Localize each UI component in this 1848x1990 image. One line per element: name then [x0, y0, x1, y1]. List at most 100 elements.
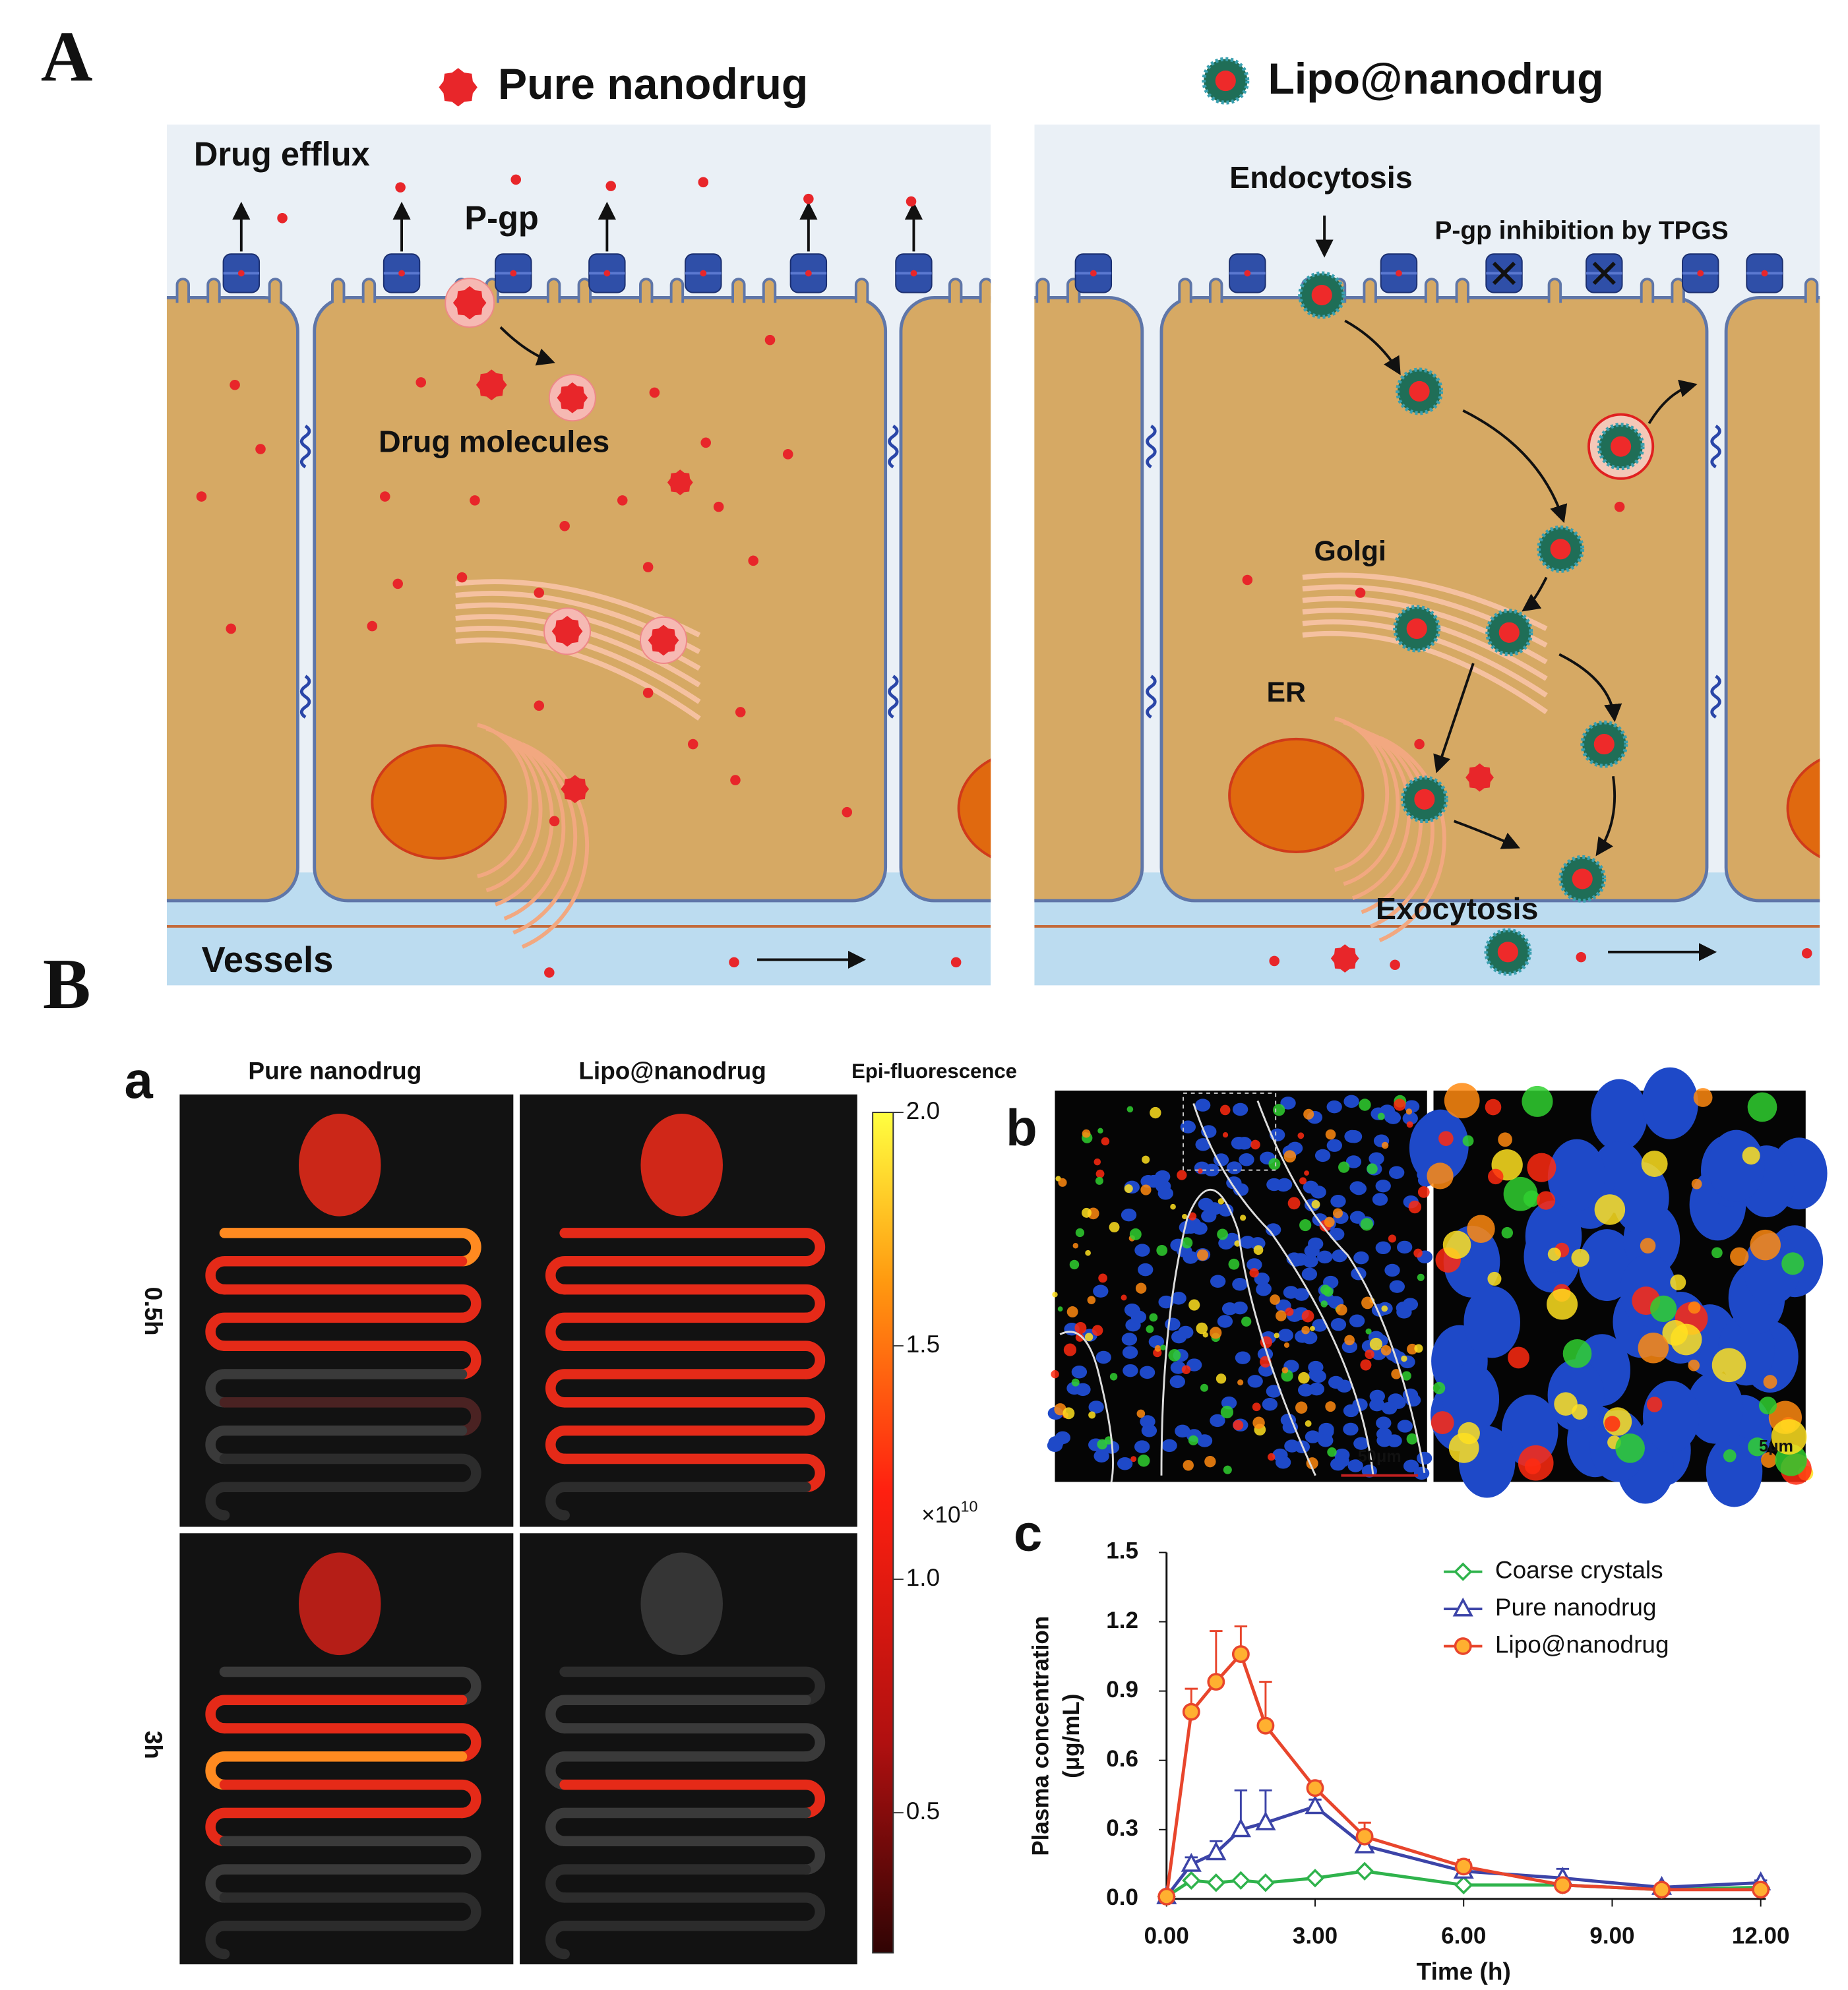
cell-nucleus — [1266, 1178, 1282, 1191]
drug-molecule — [1414, 739, 1425, 750]
y-tick-label: 1.5 — [1106, 1538, 1138, 1564]
cell-nucleus — [1706, 1435, 1763, 1507]
drug-molecule — [764, 334, 776, 346]
fluorescent-signal — [1432, 1381, 1446, 1395]
cell-nucleus — [1305, 1430, 1321, 1443]
colorbar-tick-label: 2.0 — [906, 1097, 940, 1124]
fluorescent-signal — [1136, 1409, 1146, 1418]
drug-molecule — [617, 495, 628, 506]
cell-nucleus — [1123, 1364, 1138, 1377]
cell-nucleus — [1349, 1314, 1365, 1328]
annotation: Vessels — [201, 940, 333, 980]
fluorescent-signal — [1401, 1355, 1407, 1362]
fluorescent-signal — [1301, 1310, 1314, 1323]
fluorescent-signal — [1253, 1245, 1264, 1255]
fluorescent-signal — [1758, 1397, 1777, 1415]
microvillus — [146, 279, 158, 303]
cell-nucleus — [1442, 1363, 1500, 1435]
fluorescent-signal — [1572, 1404, 1587, 1420]
fluorescent-signal — [1487, 1271, 1502, 1286]
legend-marker — [1452, 1597, 1473, 1617]
fluorescent-signal — [1223, 1465, 1232, 1474]
cell-nucleus — [1642, 1067, 1698, 1139]
fluorescent-signal — [1750, 1229, 1781, 1261]
annotation: P-gp inhibition by TPGS — [1434, 216, 1728, 245]
fluorescent-signal — [1109, 1222, 1120, 1233]
intestine-segment — [219, 1836, 481, 1875]
nucleus — [1228, 737, 1365, 853]
cell-nucleus — [1303, 1255, 1318, 1268]
cell-nucleus — [1217, 1315, 1233, 1328]
fluorescent-signal — [1442, 1230, 1471, 1259]
cell-nucleus — [1309, 1368, 1324, 1381]
cell-nucleus — [1317, 1250, 1333, 1264]
cell-nucleus — [1138, 1263, 1154, 1277]
x-tick-label: 6.00 — [1441, 1923, 1486, 1948]
cell-nucleus — [1293, 1288, 1310, 1301]
cell-nucleus — [1547, 1359, 1605, 1432]
cell-nucleus — [1088, 1401, 1104, 1414]
cell — [899, 296, 991, 903]
intestine-segment — [205, 1369, 468, 1408]
cell-nucleus — [1346, 1130, 1363, 1143]
fluorescent-signal — [1295, 1401, 1308, 1414]
legend-label: Pure nanodrug — [1495, 1594, 1657, 1621]
cell-nucleus — [1314, 1149, 1331, 1162]
inhibition-cross — [1592, 261, 1616, 286]
fluorescent-signal — [1228, 1258, 1240, 1270]
cell-nucleus — [1071, 1366, 1088, 1379]
panel-label: a — [125, 1052, 154, 1109]
fluorescent-signal — [1168, 1348, 1181, 1362]
legend-label: Lipo@nanodrug — [1268, 55, 1603, 104]
cell-nucleus — [1375, 1179, 1391, 1193]
intestine-segment — [205, 1807, 468, 1847]
data-point — [1454, 1875, 1473, 1894]
cell-nucleus — [1343, 1095, 1359, 1108]
intestine-segment — [205, 1482, 468, 1521]
fluorescent-signal — [1467, 1215, 1495, 1244]
cell-nucleus — [1686, 1372, 1744, 1444]
cell-nucleus — [1171, 1292, 1186, 1305]
x-tick-label: 9.00 — [1589, 1923, 1634, 1948]
fluorescent-signal — [1388, 1234, 1397, 1243]
colorbar — [872, 1112, 894, 1954]
liposome-core — [1593, 734, 1615, 755]
intestine-segment — [205, 1255, 468, 1295]
fluorescent-signal — [1252, 1402, 1261, 1412]
fluorescent-signal — [1142, 1155, 1150, 1164]
fluorescent-signal — [1274, 1333, 1279, 1339]
microvillus — [1804, 278, 1819, 303]
fluorescent-signal — [1761, 1452, 1777, 1468]
cell-nucleus — [1122, 1346, 1138, 1359]
fluorescent-signal — [1075, 1333, 1084, 1342]
arrow — [1344, 319, 1401, 375]
data-point — [1231, 1871, 1250, 1890]
cell-nucleus — [1330, 1195, 1346, 1208]
fluorescent-signal — [1267, 1453, 1276, 1461]
cell-nucleus — [1093, 1449, 1109, 1462]
panel-b-images: 2.0 1.5 1.0 0.5 — [179, 1067, 1828, 1965]
fluorescent-signal — [1156, 1244, 1168, 1256]
fluorescent-signal — [1336, 1304, 1347, 1316]
microvillus — [1208, 278, 1223, 303]
fluorescent-signal — [1097, 1128, 1103, 1134]
intestine-segment — [219, 1453, 481, 1493]
drug-molecule — [649, 387, 660, 398]
cell-nucleus — [1318, 1434, 1334, 1447]
cell-nucleus — [1330, 1317, 1347, 1331]
drug-molecule — [1576, 951, 1587, 963]
drug-molecule — [687, 739, 698, 750]
fluorescent-signal — [1188, 1435, 1198, 1445]
data-point — [1230, 1818, 1251, 1838]
fluorescent-signal — [1730, 1247, 1749, 1266]
drug-molecule — [748, 555, 758, 566]
fluorescent-signal — [1523, 1190, 1540, 1207]
fluorescent-signal — [1332, 1208, 1343, 1219]
cell-nucleus — [1308, 1237, 1324, 1251]
cell-nucleus — [1375, 1241, 1391, 1255]
inhibition-cross — [1492, 261, 1516, 286]
fluorescent-signal — [1177, 1170, 1187, 1180]
liposome-core — [1409, 380, 1430, 402]
drug-molecule — [226, 623, 237, 634]
